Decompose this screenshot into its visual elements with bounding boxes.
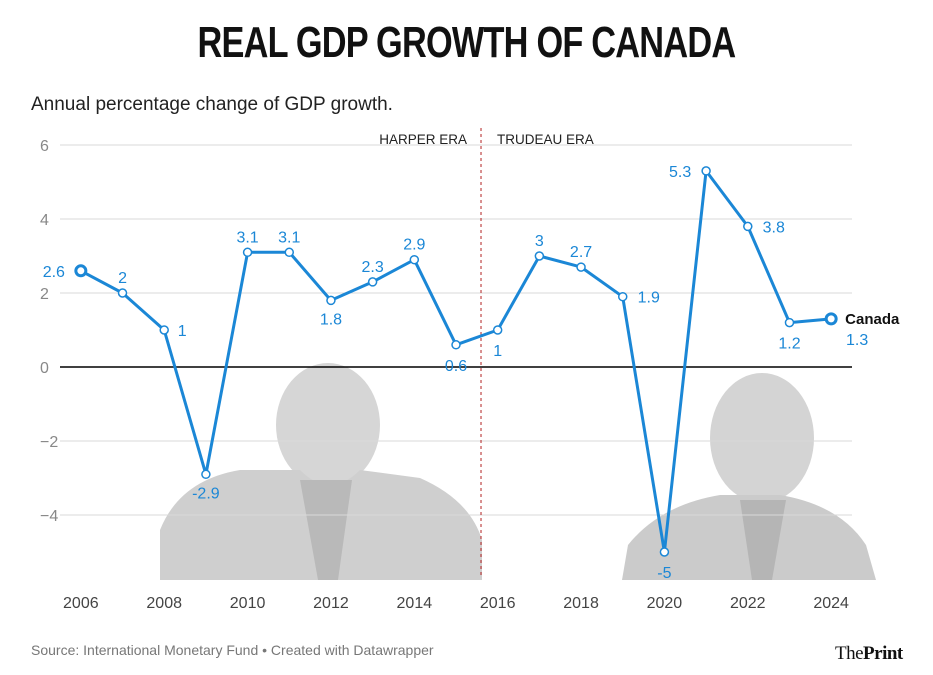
data-point (242, 247, 253, 258)
y-tick-label: 2 (40, 286, 49, 303)
brand-print: Print (863, 643, 903, 664)
y-tick-label: −4 (40, 508, 58, 525)
y-axis-ticks: 6 4 2 0 −2 −4 (40, 138, 58, 525)
y-tick-label: 4 (40, 212, 49, 229)
data-label: -5 (657, 565, 671, 582)
data-label: 2.7 (570, 244, 592, 261)
photo-layer (160, 363, 876, 580)
y-tick-label: 0 (40, 360, 49, 377)
data-point (409, 254, 420, 265)
data-label: 2.6 (43, 264, 65, 281)
data-point (367, 277, 378, 287)
brand-the: The (835, 643, 864, 664)
x-tick-label: 2020 (647, 595, 683, 612)
data-label: 1.8 (320, 311, 342, 328)
data-label: 1.2 (778, 336, 800, 353)
data-point (824, 312, 838, 326)
data-label: 5.3 (669, 164, 691, 181)
x-tick-label: 2012 (313, 595, 349, 612)
data-labels: 2.6 2 1 -2.9 3.1 3.1 1.8 2.3 2.9 0.6 1 3 2.7 1.9 -5 5.3… (43, 164, 869, 582)
x-axis-ticks: 2006 2008 2010 2012 2014 2016 2018 2020 2022 2024 (63, 595, 849, 612)
data-point (74, 264, 88, 278)
brand-logo: ThePrint (835, 643, 903, 665)
x-tick-label: 2008 (146, 595, 182, 612)
harper-era-label: HARPER ERA (379, 132, 467, 147)
data-point (326, 295, 336, 306)
data-point (117, 288, 128, 298)
data-point (201, 469, 211, 480)
data-point (576, 262, 586, 272)
data-label: 1 (178, 323, 187, 340)
data-label: 3.8 (763, 219, 785, 236)
data-label: 2.3 (362, 259, 384, 276)
x-tick-label: 2024 (813, 595, 849, 612)
data-label: 3.1 (236, 229, 258, 246)
data-point (743, 221, 753, 232)
x-tick-label: 2022 (730, 595, 766, 612)
y-tick-label: −2 (40, 434, 58, 451)
data-label: 1.3 (846, 332, 868, 349)
data-point (492, 325, 503, 335)
data-label: 2.9 (403, 237, 425, 254)
harper-photo-silhouette (160, 363, 482, 580)
source-note: Source: International Monetary Fund • Cr… (31, 642, 434, 658)
series-label-canada: Canada (845, 311, 900, 328)
data-label: 2 (118, 270, 127, 287)
data-label: 3.1 (278, 229, 300, 246)
y-tick-label: 6 (40, 138, 49, 155)
chart-subtitle: Annual percentage change of GDP growth. (31, 94, 393, 115)
data-point (534, 251, 545, 261)
data-point (451, 340, 461, 350)
data-point (784, 317, 795, 328)
x-tick-label: 2006 (63, 595, 99, 612)
data-label: 1 (493, 343, 502, 360)
data-label: 0.6 (445, 358, 467, 375)
data-point (284, 247, 295, 258)
x-tick-label: 2014 (397, 595, 433, 612)
chart-title: REAL GDP GROWTH OF CANADA (197, 18, 736, 67)
x-tick-label: 2010 (230, 595, 266, 612)
data-point (617, 291, 628, 302)
data-label: 1.9 (638, 290, 660, 307)
data-points (74, 166, 838, 557)
era-annotations: HARPER ERA TRUDEAU ERA (379, 132, 594, 147)
data-point (159, 325, 169, 335)
trudeau-photo-silhouette (622, 373, 876, 580)
x-tick-label: 2018 (563, 595, 599, 612)
grid-lines (60, 144, 852, 516)
data-label: 3 (535, 233, 544, 250)
data-label: -2.9 (192, 485, 220, 502)
x-tick-label: 2016 (480, 595, 516, 612)
trudeau-era-label: TRUDEAU ERA (497, 132, 594, 147)
data-point (659, 547, 670, 557)
data-point (701, 166, 711, 176)
